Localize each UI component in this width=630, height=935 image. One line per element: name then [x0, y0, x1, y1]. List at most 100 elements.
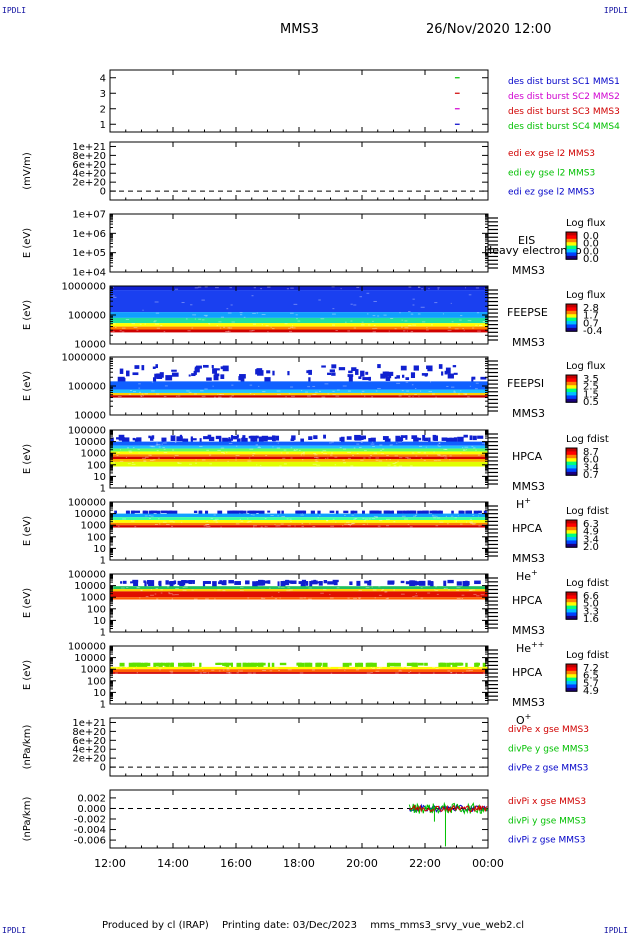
heatmap-cell — [156, 373, 163, 380]
heatmap-speck — [162, 447, 165, 449]
heatmap-cell — [452, 365, 457, 368]
heatmap-speck — [241, 590, 244, 592]
heatmap-cell — [148, 510, 154, 515]
panel-frame — [109, 69, 489, 133]
heatmap-cell — [388, 662, 395, 667]
heatmap-speck — [412, 304, 415, 306]
heatmap-speck — [260, 526, 263, 528]
heatmap-cell — [279, 662, 287, 666]
heatmap-cell — [239, 510, 247, 514]
heatmap-speck — [262, 669, 267, 671]
y-tick-label: 100000 — [68, 382, 106, 393]
heatmap-speck — [474, 388, 478, 390]
heatmap-speck — [205, 524, 210, 526]
heatmap-cell — [304, 662, 311, 669]
legend-entry: divPe y gse MMS3 — [508, 744, 589, 754]
heatmap-speck — [326, 457, 329, 459]
heatmap-speck — [159, 669, 161, 671]
heatmap-speck — [401, 390, 404, 392]
heatmap-speck — [208, 323, 210, 325]
heatmap-cell — [144, 662, 149, 667]
heatmap-cell — [267, 510, 271, 513]
colorbar-tick-label: 1.7 — [583, 311, 599, 322]
heatmap-speck — [460, 315, 463, 317]
heatmap-cell — [266, 436, 273, 440]
y-tick-label: 1000000 — [61, 353, 106, 364]
heatmap-cell — [126, 370, 130, 377]
heatmap-speck — [379, 520, 383, 522]
heatmap-speck — [401, 319, 403, 321]
heatmap-cell — [255, 369, 260, 375]
heatmap-band — [110, 666, 488, 670]
heatmap-cell — [308, 436, 313, 441]
heatmap-speck — [282, 457, 286, 459]
heatmap-speck — [290, 457, 293, 459]
heatmap-speck — [365, 587, 370, 589]
panel-ylabel: E (eV) — [22, 660, 33, 690]
heatmap-speck — [371, 586, 373, 588]
heatmap-speck — [238, 670, 240, 672]
heatmap-speck — [440, 455, 444, 457]
heatmap-speck — [363, 457, 366, 459]
heatmap-speck — [401, 515, 406, 517]
colorbar-segment — [566, 307, 577, 312]
y-tick-label: 100000 — [68, 570, 106, 581]
y-tick-label: 3 — [100, 89, 106, 100]
heatmap-speck — [410, 670, 412, 672]
heatmap-cell — [383, 510, 388, 514]
instrument-label: HPCA — [512, 666, 543, 679]
heatmap-speck — [141, 393, 144, 395]
heatmap-cell — [300, 438, 304, 443]
heatmap-speck — [406, 390, 410, 392]
heatmap-speck — [163, 331, 166, 333]
heatmap-speck — [375, 517, 378, 519]
panel-hpca-he: E (eV)110100100010000100000HPCAMMS3He+Lo… — [22, 498, 609, 584]
heatmap-cell — [327, 581, 335, 585]
y-tick-label: 100000 — [68, 498, 106, 509]
heatmap-speck — [287, 525, 291, 527]
heatmap-cell — [331, 364, 337, 369]
heatmap-cell — [143, 510, 147, 515]
heatmap-speck — [150, 589, 153, 591]
heatmap-speck — [314, 394, 317, 396]
heatmap-cell — [183, 438, 189, 444]
heatmap-speck — [194, 287, 199, 289]
heatmap-speck — [206, 520, 208, 522]
heatmap-speck — [364, 450, 367, 452]
heatmap-speck — [119, 666, 123, 668]
heatmap-speck — [227, 460, 229, 462]
heatmap-speck — [397, 460, 399, 462]
heatmap-speck — [322, 589, 327, 591]
heatmap-cell — [348, 376, 353, 382]
heatmap-cell — [427, 580, 431, 586]
heatmap-speck — [278, 670, 280, 672]
heatmap-speck — [193, 598, 198, 600]
colorbar-tick-label: 0.5 — [583, 397, 599, 408]
heatmap-speck — [160, 325, 163, 327]
heatmap-speck — [270, 514, 274, 516]
heatmap-speck — [163, 396, 167, 398]
panel-ylabel: E (eV) — [22, 444, 33, 474]
heatmap-speck — [226, 667, 229, 669]
heatmap-speck — [315, 460, 319, 462]
colorbar-frame — [565, 447, 578, 476]
heatmap-speck — [309, 523, 311, 525]
heatmap-cell — [466, 510, 472, 515]
heatmap-speck — [136, 587, 141, 589]
panel-ylabel: E (eV) — [22, 228, 33, 258]
heatmap-speck — [291, 395, 295, 397]
heatmap-band — [110, 517, 488, 520]
heatmap-speck — [267, 286, 271, 288]
heatmap-speck — [188, 463, 192, 465]
heatmap-speck — [464, 446, 469, 448]
heatmap-speck — [293, 303, 298, 305]
heatmap-speck — [377, 388, 381, 390]
heatmap-speck — [374, 327, 378, 329]
heatmap-speck — [415, 455, 418, 457]
heatmap-cell — [193, 510, 198, 514]
heatmap-cell — [355, 369, 359, 375]
heatmap-cell — [380, 373, 386, 379]
heatmap-cell — [238, 376, 242, 381]
heatmap-speck — [318, 299, 321, 301]
colorbar-frame — [565, 231, 578, 260]
